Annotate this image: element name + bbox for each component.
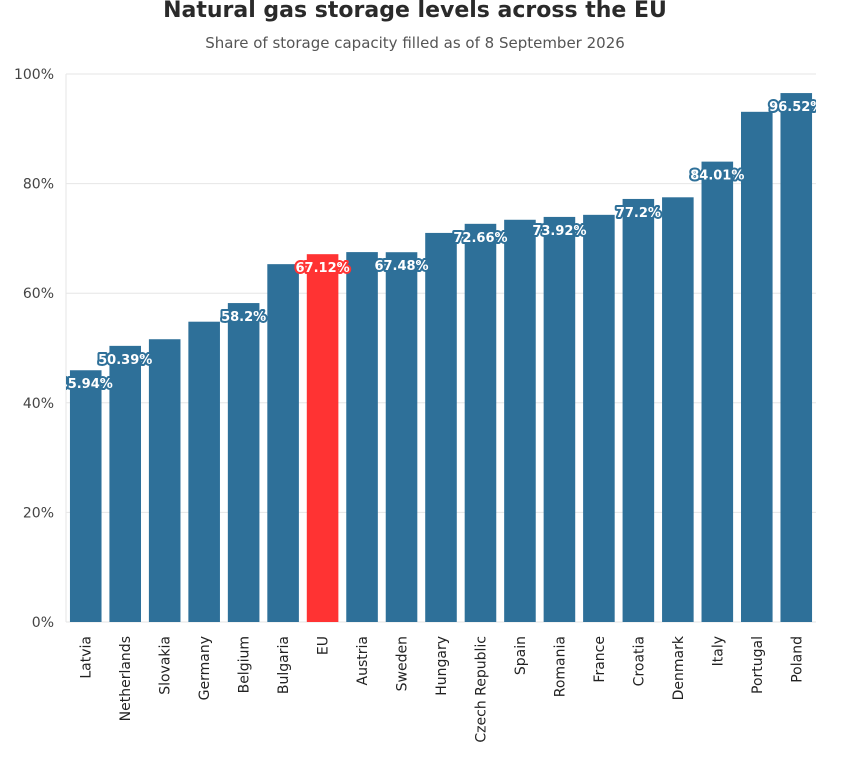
bar <box>188 321 220 622</box>
bar <box>701 161 734 623</box>
bar <box>267 264 299 622</box>
bar <box>227 303 260 622</box>
bars <box>69 93 813 623</box>
y-axis: 0% 20% 40% 60% 80% 100% <box>14 67 54 631</box>
data-label: 67.48% <box>374 259 428 274</box>
y-tick-label: 40% <box>23 396 54 412</box>
x-axis: Latvia Netherlands Slovakia Germany Belgium B… <box>79 635 806 742</box>
bar <box>69 370 102 622</box>
x-tick-label: Croatia <box>631 636 647 686</box>
bar <box>504 219 536 622</box>
data-label: 58.2% <box>221 310 266 325</box>
bar <box>662 197 694 623</box>
data-label: 50.39% <box>98 353 152 368</box>
data-label: 84.01% <box>690 169 744 184</box>
x-tick-label: Latvia <box>79 636 95 679</box>
chart-title: Natural gas storage levels across the EU <box>163 0 667 23</box>
y-tick-label: 0% <box>32 615 54 631</box>
x-tick-label: Slovakia <box>158 636 174 695</box>
bar <box>622 198 655 622</box>
x-tick-label: Spain <box>513 636 529 675</box>
x-tick-label: Italy <box>710 636 726 666</box>
x-tick-label: Poland <box>789 636 805 683</box>
x-tick-label: Netherlands <box>118 636 134 721</box>
data-label: 72.66% <box>453 231 507 246</box>
data-label: 73.92% <box>532 224 586 239</box>
bar <box>306 254 339 622</box>
y-tick-label: 20% <box>23 505 54 521</box>
bar <box>148 339 181 622</box>
x-tick-label: Denmark <box>671 635 687 700</box>
data-label: 77.2% <box>616 206 661 221</box>
data-label: 96.52% <box>769 100 823 115</box>
chart-subtitle: Share of storage capacity filled as of 8… <box>205 34 625 52</box>
x-tick-label: Romania <box>552 636 568 697</box>
x-tick-label: Hungary <box>434 636 450 696</box>
bar <box>109 345 141 622</box>
x-tick-label: Belgium <box>237 636 253 693</box>
x-tick-label: Portugal <box>750 636 766 694</box>
x-tick-label: Sweden <box>395 636 411 691</box>
x-tick-label: Germany <box>197 636 213 700</box>
y-tick-label: 60% <box>23 286 54 302</box>
bar <box>741 111 773 622</box>
x-tick-label: Czech Republic <box>473 636 489 743</box>
bar <box>543 216 576 622</box>
bar <box>346 252 378 622</box>
y-tick-label: 80% <box>23 177 54 193</box>
bar <box>464 223 497 623</box>
bar <box>583 214 615 622</box>
x-tick-label: Austria <box>355 636 371 685</box>
data-labels: 45.94% 50.39% 58.2% 67.12% 67.48% 72.66% 73.92… <box>59 98 823 394</box>
x-tick-label: France <box>592 636 608 683</box>
x-tick-label: EU <box>316 636 332 655</box>
bar <box>385 252 418 622</box>
bar <box>780 93 813 623</box>
y-tick-label: 100% <box>14 67 54 83</box>
bar <box>425 232 457 623</box>
data-label: 45.94% <box>59 377 113 392</box>
x-tick-label: Bulgaria <box>276 636 292 694</box>
data-label: 67.12% <box>296 261 350 276</box>
